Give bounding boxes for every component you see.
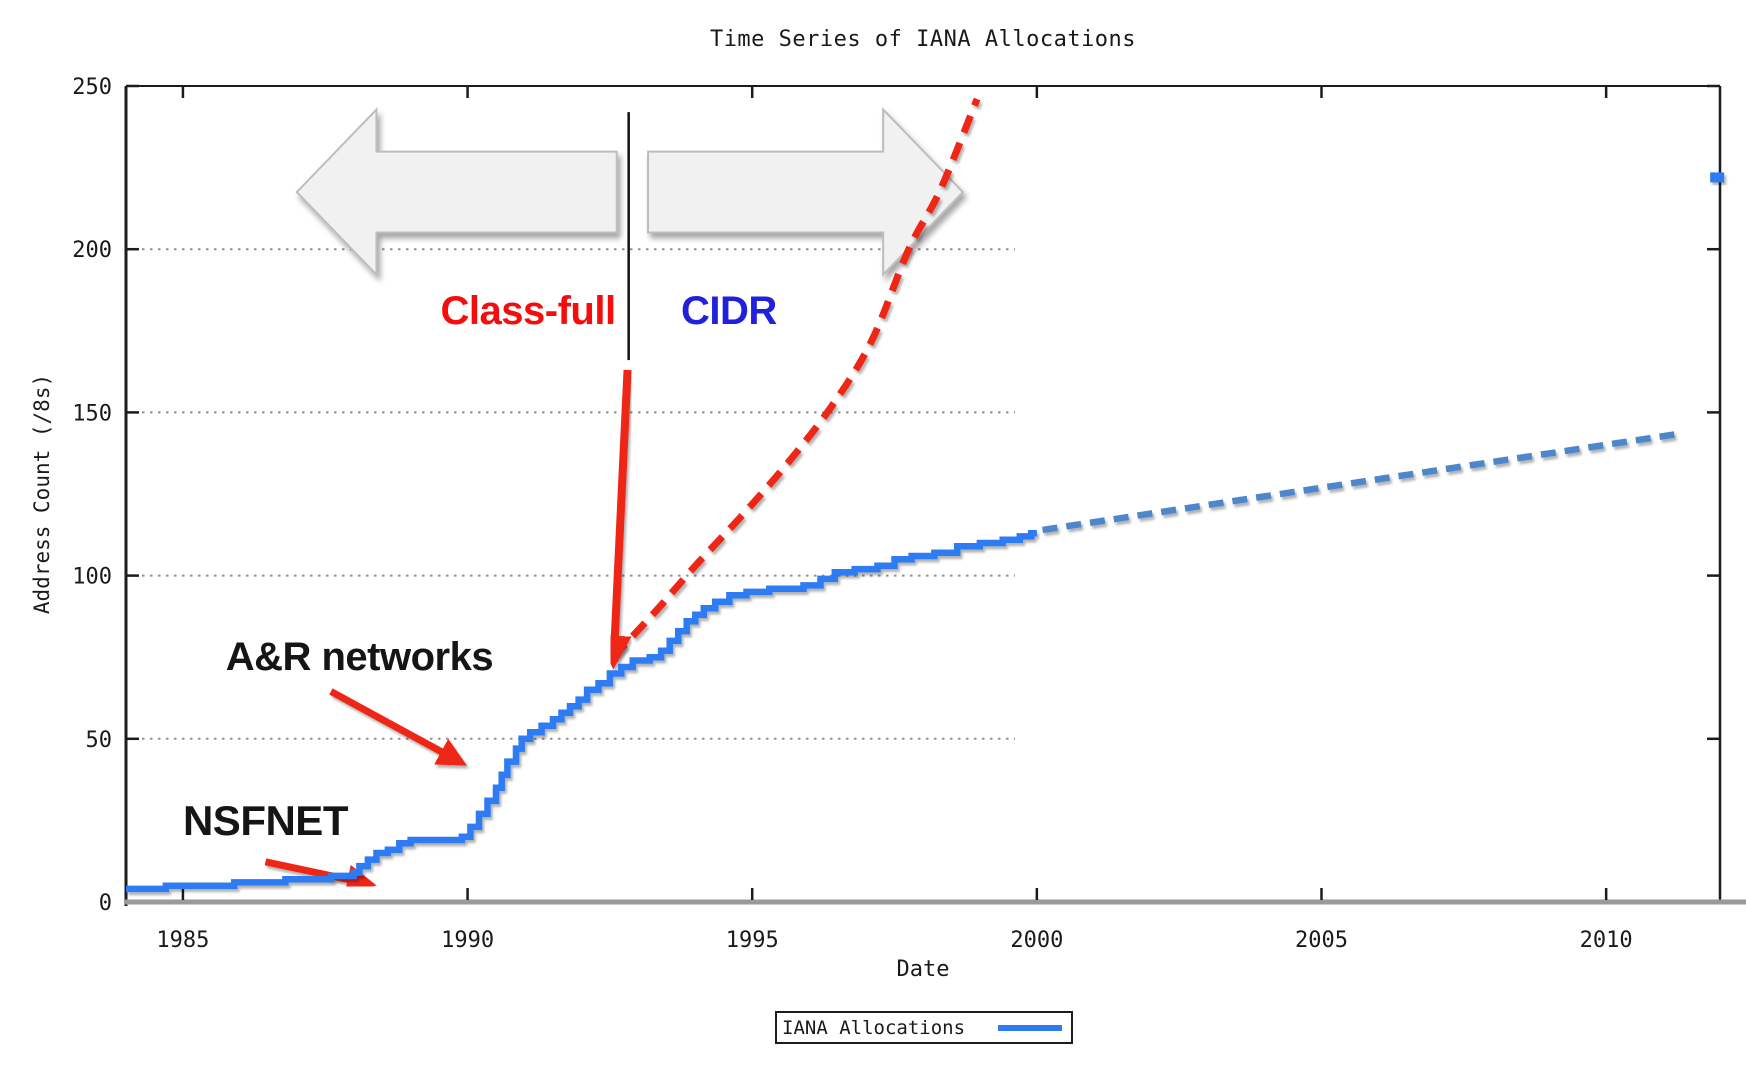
era-arrow-right	[647, 107, 965, 278]
x-tick-label-1995: 1995	[726, 928, 779, 953]
legend: IANA Allocations	[775, 1011, 1073, 1044]
x-tick-label-2000: 2000	[1010, 928, 1063, 953]
era-arrow-left	[295, 107, 618, 278]
classfull-arrow	[598, 369, 632, 670]
y-tick-label-250: 250	[72, 75, 112, 100]
y-tick-label-0: 0	[99, 891, 112, 916]
x-tick-label-1990: 1990	[441, 928, 494, 953]
x-axis-label: Date	[896, 957, 950, 982]
classfull-era-label: Class-full	[440, 289, 617, 334]
ar-networks-annotation-label: A&R networks	[225, 635, 494, 680]
x-tick-label-2005: 2005	[1295, 928, 1348, 953]
classfull-extrapolation-dashed-line	[610, 97, 981, 660]
y-tick-label-100: 100	[72, 565, 112, 590]
y-tick-label-150: 150	[72, 401, 112, 426]
chart-title: Time Series of IANA Allocations	[709, 27, 1137, 52]
x-tick-label-1985: 1985	[156, 928, 209, 953]
legend-label: IANA Allocations	[782, 1016, 966, 1039]
cidr-era-label: CIDR	[681, 289, 777, 334]
ar-networks-arrow	[329, 688, 468, 766]
x-tick-label-2010: 2010	[1580, 928, 1633, 953]
y-tick-label-50: 50	[86, 728, 113, 753]
final-allocation-point	[1710, 172, 1725, 183]
y-tick-label-200: 200	[72, 238, 112, 263]
iana-projection-dashed-line	[1042, 430, 1681, 534]
legend-line-swatch	[998, 1024, 1062, 1031]
iana-allocations-step-line	[126, 529, 1037, 893]
nsfnet-annotation-label: NSFNET	[182, 797, 349, 845]
